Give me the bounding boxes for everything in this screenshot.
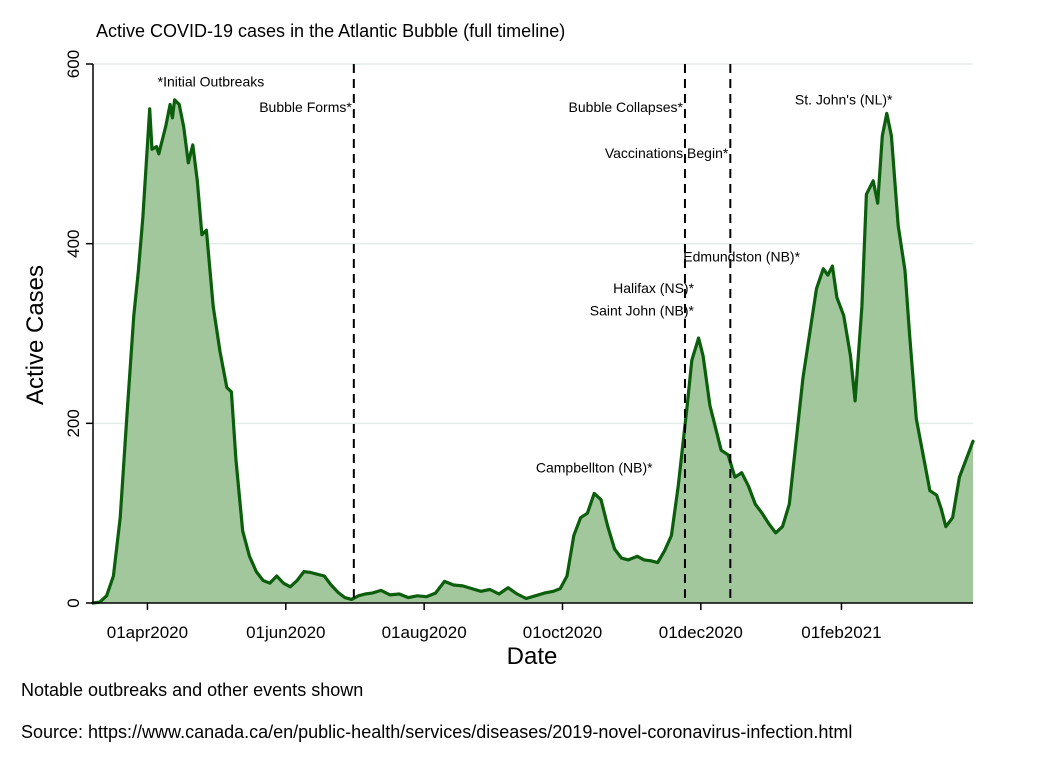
annotation-4: Edmundston (NB)* — [683, 249, 800, 265]
y-tick-label-600: 600 — [64, 50, 83, 78]
y-axis-label: Active Cases — [22, 265, 49, 405]
y-tick-label-0: 0 — [64, 598, 83, 607]
x-tick-label-3: 01oct2020 — [523, 623, 602, 642]
x-tick-label-1: 01jun2020 — [246, 623, 325, 642]
footnote-source: Source: https://www.canada.ca/en/public-… — [21, 722, 853, 742]
plot-area — [91, 98, 975, 605]
annotation-2: Halifax (NS)* — [613, 280, 694, 296]
event-label-1: Bubble Collapses* — [569, 99, 684, 115]
x-tick-label-0: 01apr2020 — [107, 623, 188, 642]
y-tick-label-200: 200 — [64, 409, 83, 437]
annotation-5: St. John's (NL)* — [795, 91, 893, 107]
series-line — [91, 98, 975, 605]
annotation-3: Saint John (NB)* — [590, 303, 695, 319]
x-tick-label-2: 01aug2020 — [382, 623, 467, 642]
event-label-2: Vaccinations Begin* — [605, 145, 729, 161]
axes: 0 200 400 600 01apr2020 01jun2020 01aug2020 01o… — [64, 50, 973, 642]
x-axis-label: Date — [507, 643, 558, 670]
event-label-0: Bubble Forms* — [259, 99, 352, 115]
event-lines: Bubble Forms* Bubble Collapses* Vaccinatio… — [259, 64, 732, 603]
annotation-0: *Initial Outbreaks — [158, 73, 265, 89]
series-area — [93, 99, 973, 604]
chart-svg: Active COVID-19 cases in the Atlantic Bu… — [22, 21, 975, 670]
x-tick-label-5: 01feb2021 — [801, 623, 881, 642]
annotation-1: Campbellton (NB)* — [536, 460, 653, 476]
x-tick-label-4: 01dec2020 — [659, 623, 743, 642]
annotations: *Initial Outbreaks Campbellton (NB)* Halif… — [158, 73, 893, 475]
y-tick-label-400: 400 — [64, 229, 83, 257]
footnote-events: Notable outbreaks and other events shown — [21, 680, 364, 700]
chart-title: Active COVID-19 cases in the Atlantic Bu… — [96, 21, 565, 41]
